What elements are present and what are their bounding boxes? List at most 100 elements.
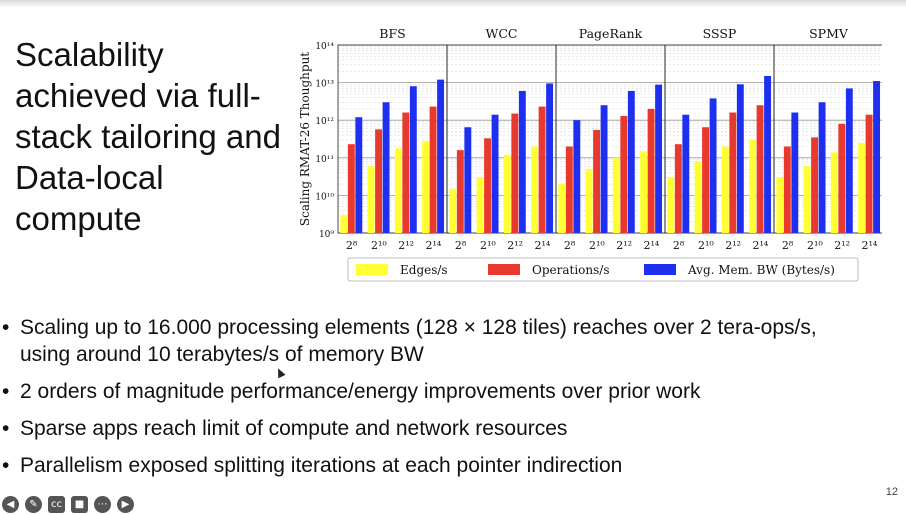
bar [655, 84, 663, 233]
throughput-chart: Scaling RMAT-26 Thoughput 10⁹ 10¹⁰ 10¹¹ 10¹²… [292, 22, 882, 287]
bar [865, 114, 873, 233]
bar [538, 106, 546, 233]
bar [791, 112, 799, 233]
bar [729, 112, 737, 233]
more-icon[interactable]: ⋯ [94, 495, 111, 513]
captions-icon[interactable]: cc [48, 495, 65, 513]
bar [667, 177, 675, 233]
bar [437, 79, 445, 233]
bar [818, 102, 826, 233]
x-tick-label: 2¹² [398, 239, 414, 252]
bar [409, 86, 417, 233]
x-tick-label: 2¹² [507, 239, 523, 252]
bar [764, 75, 772, 233]
legend-label: Edges/s [400, 263, 448, 277]
bar [674, 144, 682, 233]
bar [565, 146, 573, 233]
bar [873, 81, 881, 233]
x-tick-label: 2¹² [725, 239, 741, 252]
bar [546, 83, 554, 233]
y-tick-label: 10¹⁰ [315, 192, 334, 202]
panel-title: PageRank [579, 26, 643, 41]
bullet-item: Sparse apps reach limit of compute and n… [0, 415, 900, 442]
bullet-item: 2 orders of magnitude performance/energy… [0, 378, 900, 405]
bar [585, 169, 593, 233]
bar [491, 114, 499, 233]
bar [340, 215, 348, 233]
legend-swatch [356, 264, 388, 275]
bar [382, 102, 390, 233]
y-tick-label: 10¹¹ [315, 155, 334, 165]
panel-frame [773, 44, 882, 234]
video-icon[interactable]: ■ [71, 495, 88, 513]
x-tick-label: 2⁸ [455, 239, 467, 252]
bar [355, 117, 363, 233]
x-tick-label: 2¹⁴ [861, 239, 877, 252]
bar [627, 90, 635, 233]
bar [464, 127, 472, 233]
x-tick-label: 2¹⁴ [752, 239, 768, 252]
bar [402, 112, 410, 233]
x-tick-label: 2¹⁰ [698, 239, 714, 252]
panel-title: WCC [486, 26, 518, 41]
x-tick-label: 2¹² [834, 239, 850, 252]
bar [476, 177, 484, 233]
x-tick-label: 2¹⁴ [643, 239, 659, 252]
bar [449, 188, 457, 233]
bar [640, 151, 648, 233]
y-tick-label: 10¹³ [315, 80, 334, 90]
y-tick-label: 10¹⁴ [315, 42, 334, 52]
bar [367, 166, 375, 233]
bar [347, 144, 355, 233]
pen-icon[interactable]: ✎ [25, 495, 42, 513]
bar [811, 137, 819, 233]
x-tick-label: 2⁸ [782, 239, 794, 252]
bar [702, 127, 710, 233]
panel-title: SSSP [703, 26, 737, 41]
y-tick-label: 10¹² [315, 117, 334, 127]
bar [830, 152, 838, 233]
bar [647, 108, 655, 233]
x-tick-label: 2⁸ [346, 239, 358, 252]
window-top-shadow [0, 0, 906, 8]
x-tick-label: 2¹⁰ [589, 239, 605, 252]
x-tick-label: 2⁸ [673, 239, 685, 252]
bar [573, 120, 581, 233]
bar [531, 146, 539, 233]
bar [429, 106, 437, 233]
bar [612, 157, 620, 233]
bar [620, 115, 628, 233]
chart-svg: Scaling RMAT-26 Thoughput 10⁹ 10¹⁰ 10¹¹ 10¹²… [298, 26, 882, 282]
legend-box [347, 257, 859, 282]
bar [694, 161, 702, 233]
back-icon[interactable]: ◀ [2, 495, 19, 513]
bar [709, 98, 717, 233]
x-tick-label: 2¹⁴ [534, 239, 550, 252]
x-tick-label: 2⁸ [564, 239, 576, 252]
forward-icon[interactable]: ▶ [117, 495, 134, 513]
bar [558, 184, 566, 233]
presentation-controls: ◀ ✎ cc ■ ⋯ ▶ [2, 495, 134, 513]
y-axis-label: Scaling RMAT-26 Thoughput [298, 52, 312, 226]
bar [721, 146, 729, 233]
slide-title: Scalability achieved via full-stack tail… [15, 36, 281, 237]
panel-title: SPMV [809, 26, 849, 41]
x-tick-label: 2¹² [616, 239, 632, 252]
x-tick-label: 2¹⁴ [425, 239, 441, 252]
legend-swatch [644, 264, 676, 275]
bar [682, 114, 690, 233]
y-tick-label: 10⁹ [319, 230, 334, 240]
bar [776, 177, 784, 233]
bar [593, 129, 601, 233]
bar [858, 142, 866, 233]
legend-label: Operations/s [532, 263, 609, 277]
panel-title: BFS [379, 26, 405, 41]
bar [803, 166, 811, 233]
bar [394, 148, 402, 233]
bullet-list: Scaling up to 16.000 processing elements… [0, 314, 900, 489]
x-tick-label: 2¹⁰ [371, 239, 387, 252]
bar [600, 105, 608, 233]
bar [518, 90, 526, 233]
bar [422, 140, 430, 233]
bar [838, 123, 846, 233]
